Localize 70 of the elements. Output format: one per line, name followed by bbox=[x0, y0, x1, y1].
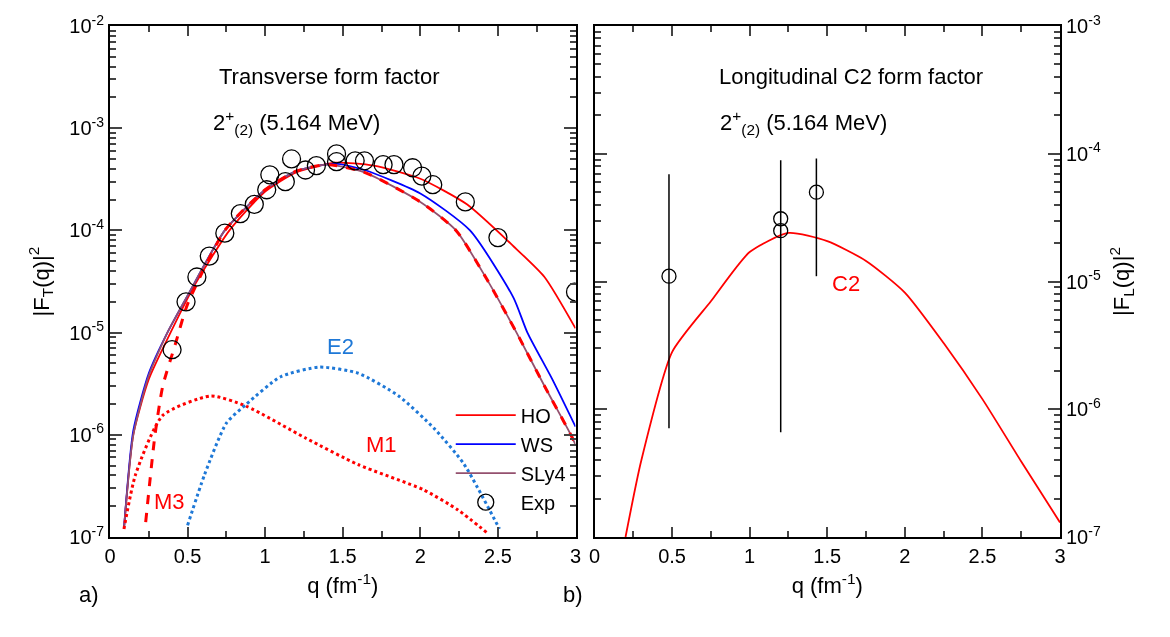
y-tick-label: 10$^{-3}$ bbox=[69, 113, 105, 140]
point bbox=[244, 194, 264, 214]
point bbox=[275, 171, 295, 192]
point bbox=[199, 246, 219, 266]
y-tick-label: 10$^{-7}$ bbox=[69, 522, 105, 548]
point bbox=[215, 223, 235, 243]
point bbox=[326, 144, 347, 164]
legend-label: WS bbox=[520, 433, 553, 456]
series-label: C2 bbox=[832, 271, 861, 296]
x-tick-label: 1.5 bbox=[813, 545, 842, 567]
point bbox=[373, 154, 393, 175]
y-tick-label: 10$^{-6}$ bbox=[69, 420, 105, 446]
x-tick-label: 1.5 bbox=[328, 545, 357, 567]
y2-tick-label: 10$^{-4}$ bbox=[1066, 139, 1101, 165]
x-tick-label: 1 bbox=[259, 545, 271, 567]
point bbox=[455, 192, 475, 212]
point bbox=[412, 166, 432, 186]
legend-label: SLy4 bbox=[520, 462, 566, 485]
x-tick-label: 2 bbox=[899, 545, 911, 567]
x-tick-label: 3 bbox=[569, 545, 582, 567]
point bbox=[230, 203, 250, 224]
point bbox=[257, 180, 277, 200]
point bbox=[773, 211, 789, 227]
point bbox=[423, 175, 443, 195]
x-axis-title: q (fm$^{-1}$) bbox=[307, 570, 379, 599]
text: 2$^{+}$$_{(2)}$ (5.164 MeV) bbox=[213, 107, 381, 138]
point bbox=[773, 223, 789, 239]
x-tick-label: 0 bbox=[104, 545, 116, 567]
point bbox=[384, 154, 404, 175]
x-tick-label: 2.5 bbox=[968, 545, 997, 567]
x-tick-label: 0.5 bbox=[658, 545, 686, 567]
annotation: M3 bbox=[154, 489, 185, 514]
text: b) bbox=[563, 582, 583, 607]
x-tick-label: 0.5 bbox=[173, 545, 202, 567]
y2-tick-label: 10$^{-7}$ bbox=[1066, 522, 1101, 548]
text: Longitudinal C2 form factor bbox=[719, 64, 984, 89]
y-tick-label: 10$^{-5}$ bbox=[69, 318, 105, 344]
x-axis-title: q (fm$^{-1}$) bbox=[791, 570, 863, 599]
point bbox=[176, 292, 196, 312]
line-series bbox=[186, 365, 501, 531]
point bbox=[326, 152, 347, 172]
point bbox=[281, 149, 302, 169]
point bbox=[295, 160, 316, 180]
point bbox=[402, 158, 423, 178]
y2-tick-label: 10$^{-5}$ bbox=[1066, 267, 1101, 293]
y-tick-label: 10$^{-2}$ bbox=[69, 11, 105, 37]
point bbox=[808, 184, 825, 200]
x-tick-label: 3 bbox=[1054, 545, 1066, 567]
x-tick-label: 2.5 bbox=[484, 545, 512, 567]
y2-tick-label: 10$^{-6}$ bbox=[1066, 394, 1101, 421]
legend-label: HO bbox=[520, 404, 551, 427]
text: Transverse form factor bbox=[219, 64, 440, 89]
annotation: M1 bbox=[366, 432, 397, 457]
point bbox=[488, 227, 508, 248]
legend-label: Exp bbox=[520, 491, 556, 514]
y2-tick-label: 10$^{-3}$ bbox=[1066, 11, 1101, 37]
point bbox=[260, 165, 280, 185]
point bbox=[354, 151, 375, 171]
annotation: E2 bbox=[327, 334, 354, 359]
point bbox=[187, 267, 207, 287]
x-tick-label: 2 bbox=[414, 545, 426, 567]
text: a) bbox=[79, 582, 99, 607]
y-tick-label: 10$^{-4}$ bbox=[69, 216, 105, 242]
point bbox=[345, 151, 365, 171]
point bbox=[306, 156, 327, 176]
x-tick-label: 0 bbox=[588, 545, 601, 567]
point bbox=[661, 268, 677, 284]
text: 2$^{+}$$_{(2)}$ (5.164 MeV) bbox=[720, 107, 888, 138]
point bbox=[162, 340, 182, 360]
x-tick-label: 1 bbox=[744, 545, 756, 567]
